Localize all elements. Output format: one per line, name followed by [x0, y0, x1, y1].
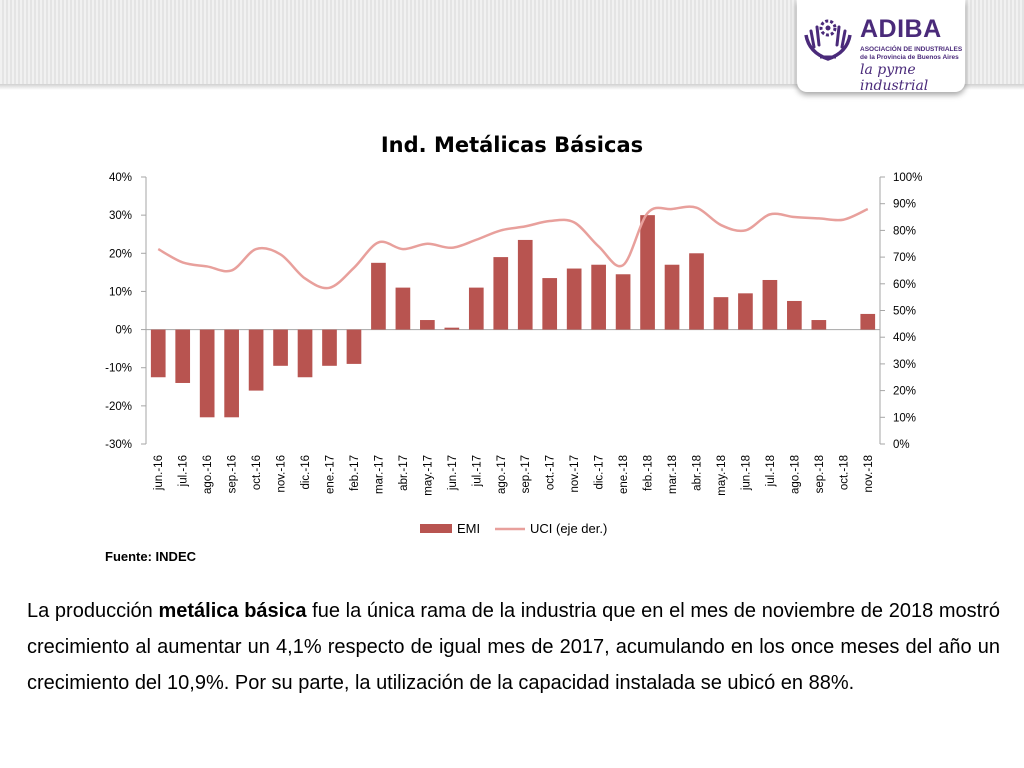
right-tick-label: 100%	[893, 172, 922, 184]
x-tick-label: abr.-18	[692, 455, 704, 491]
left-tick-label: -30%	[105, 439, 132, 451]
x-tick-label: abr.-17	[398, 455, 410, 491]
x-tick-label: ago.-17	[496, 455, 508, 494]
paragraph-bold: metálica básica	[158, 600, 307, 622]
right-tick-label: 80%	[893, 225, 916, 237]
right-tick-label: 0%	[893, 439, 910, 451]
emi-bar	[615, 274, 631, 330]
emi-bar	[444, 327, 460, 330]
chart-title: Ind. Metálicas Básicas	[381, 133, 643, 157]
x-tick-label: may.-18	[716, 455, 728, 496]
emi-bar	[150, 329, 166, 378]
left-tick-label: -10%	[105, 363, 132, 375]
right-tick-label: 10%	[893, 412, 916, 424]
x-tick-label: jun.-18	[740, 455, 752, 491]
adiba-logo: ADIBA ASOCIACIÓN DE INDUSTRIALES de la P…	[797, 0, 965, 94]
x-tick-label: ago.-16	[202, 455, 214, 494]
x-tick-label: ene.-17	[325, 455, 337, 494]
legend-emi-swatch	[420, 524, 452, 533]
x-tick-label: jun.-16	[153, 455, 165, 491]
left-tick-label: 20%	[109, 248, 132, 260]
emi-bar	[517, 239, 533, 330]
x-tick-label: oct.-17	[545, 455, 557, 490]
logo-name: ADIBA	[860, 15, 942, 43]
emi-bar	[224, 329, 239, 418]
x-tick-label: mar.-18	[667, 455, 679, 494]
right-tick-label: 90%	[893, 199, 916, 211]
right-tick-label: 30%	[893, 359, 916, 371]
right-tick-label: 20%	[893, 386, 916, 398]
left-tick-label: 30%	[109, 210, 132, 222]
source-note: Fuente: INDEC	[105, 549, 196, 564]
right-tick-label: 70%	[893, 252, 916, 264]
x-tick-label: ene.-18	[618, 455, 630, 494]
emi-bar	[689, 253, 704, 330]
emi-bar	[199, 329, 215, 418]
hands-gear-icon	[804, 19, 852, 61]
right-tick-label: 60%	[893, 279, 916, 291]
paragraph-part-1: La producción	[27, 600, 159, 622]
right-tick-label: 40%	[893, 332, 916, 344]
x-tick-label: oct.-16	[251, 455, 263, 490]
emi-bar	[322, 329, 337, 366]
emi-bar	[346, 329, 362, 364]
x-tick-label: feb.-17	[349, 455, 361, 491]
x-tick-label: nov.-18	[863, 455, 875, 493]
x-tick-label: ago.-18	[789, 455, 801, 494]
summary-paragraph: La producción metálica básica fue la úni…	[27, 593, 1000, 701]
emi-bar	[640, 215, 655, 330]
left-tick-label: 0%	[115, 325, 132, 337]
uci-line	[157, 205, 869, 290]
x-tick-label: sep.-18	[814, 455, 826, 493]
emi-bar	[371, 262, 386, 330]
emi-bar	[811, 320, 827, 330]
left-tick-label: 40%	[109, 172, 132, 184]
x-tick-label: oct.-18	[838, 455, 850, 490]
legend-emi-label: EMI	[457, 521, 480, 536]
emi-bar	[248, 329, 264, 391]
emi-bar	[738, 293, 753, 330]
x-tick-label: mar.-17	[373, 455, 385, 494]
emi-bar	[762, 279, 778, 330]
emi-bar	[664, 264, 680, 330]
left-tick-label: -20%	[105, 401, 132, 413]
x-tick-label: nov.-17	[569, 455, 581, 493]
emi-bar	[566, 268, 582, 330]
right-tick-label: 50%	[893, 306, 916, 318]
emi-bar	[860, 313, 876, 330]
x-tick-label: jul.-16	[178, 455, 190, 487]
x-tick-label: jul.-18	[765, 455, 777, 487]
logo-subtitle: ASOCIACIÓN DE INDUSTRIALES de la Provinc…	[860, 46, 963, 61]
x-tick-label: dic.-17	[594, 455, 606, 490]
emi-bar	[297, 329, 313, 378]
emi-bar	[273, 329, 288, 366]
emi-bar	[395, 287, 411, 330]
emi-bar	[787, 300, 802, 330]
paragraph-part-2: fue la única rama de la industria que en…	[27, 600, 1001, 694]
left-tick-label: 10%	[109, 286, 132, 298]
emi-bar	[493, 257, 509, 330]
x-tick-label: nov.-16	[276, 455, 288, 493]
legend-uci-label: UCI (eje der.)	[530, 521, 607, 536]
x-tick-label: sep.-16	[227, 455, 239, 493]
emi-bar	[713, 297, 729, 330]
x-tick-label: dic.-16	[300, 455, 312, 490]
x-tick-label: jul.-17	[471, 455, 483, 487]
emi-bar	[175, 329, 191, 383]
x-tick-label: jun.-17	[447, 455, 459, 491]
logo-slogan: la pyme industrial	[860, 62, 929, 94]
x-tick-label: feb.-18	[643, 455, 655, 491]
x-tick-label: may.-17	[422, 455, 434, 496]
emi-bar	[468, 287, 484, 330]
header-shadow	[0, 84, 1024, 90]
x-tick-label: sep.-17	[520, 455, 532, 493]
emi-bar	[542, 278, 558, 330]
emi-bar	[591, 264, 606, 330]
metal-industry-chart: Ind. Metálicas Básicas -30% -20% -10% 0% 10% 2…	[105, 133, 922, 536]
emi-bar	[420, 320, 435, 330]
